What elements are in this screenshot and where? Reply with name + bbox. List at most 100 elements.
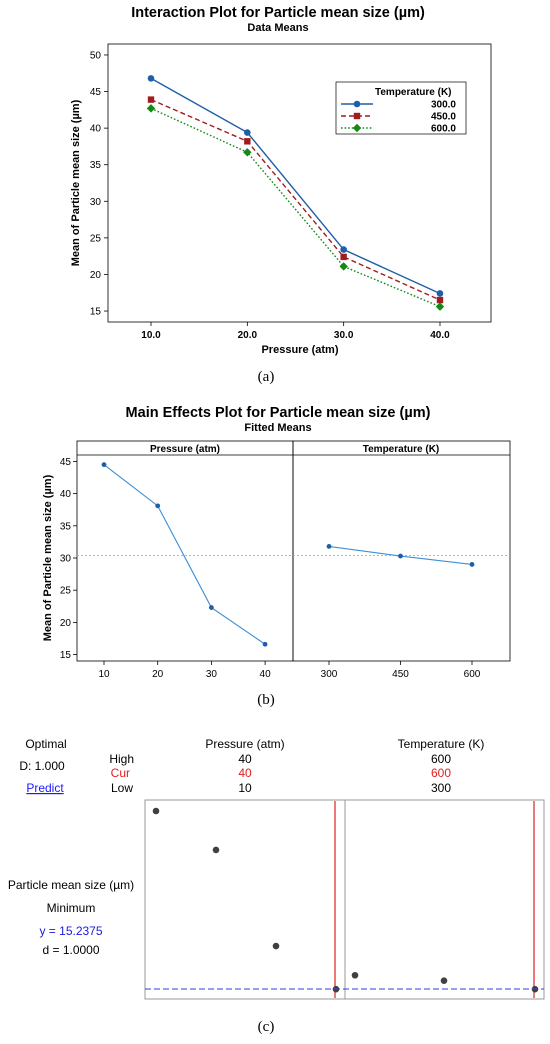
response-goal: Minimum <box>47 901 96 915</box>
main-effects-series: 10 20 30 40 300 450 600 <box>98 462 481 680</box>
trace-point <box>440 977 448 985</box>
x-tick-label: 450 <box>392 669 409 680</box>
data-point <box>147 75 155 82</box>
legend-label: 600.0 <box>431 124 456 135</box>
x-tick-label: 600 <box>464 669 481 680</box>
x-tick-label: 10 <box>98 669 110 680</box>
factor-temperature-low: 300 <box>431 781 451 795</box>
trace-point <box>212 846 220 854</box>
data-point <box>340 253 347 261</box>
x-tick-label: 300 <box>321 669 338 680</box>
factor-temperature-high: 600 <box>431 752 451 766</box>
y-tick-label: 15 <box>60 650 72 661</box>
optimization-plot: Optimal D: 1.000 Predict High Cur Low Pr… <box>8 737 545 1035</box>
y-tick-label: 35 <box>60 521 72 532</box>
interaction-plot-x-axis: 10.0 20.0 30.0 40.0 <box>141 322 450 341</box>
predict-link[interactable]: Predict <box>26 781 64 795</box>
factor-name-pressure: Pressure (atm) <box>205 737 284 751</box>
factor-pressure-high: 40 <box>238 752 252 766</box>
row-label-low: Low <box>111 781 133 795</box>
series-450.0 <box>147 96 444 304</box>
y-tick-label: 35 <box>90 160 102 171</box>
data-point <box>435 302 445 311</box>
y-tick-label: 30 <box>90 197 102 208</box>
series-300.0 <box>147 75 444 297</box>
factor-name-temperature: Temperature (K) <box>398 737 485 751</box>
interaction-plot: Interaction Plot for Particle mean size … <box>70 5 492 385</box>
trace-point <box>152 807 160 815</box>
caption-c: (c) <box>258 1019 275 1035</box>
interaction-plot-subtitle: Data Means <box>247 22 308 34</box>
data-point <box>436 296 444 304</box>
composite-desirability: D: 1.000 <box>19 759 65 773</box>
trace-point <box>272 942 280 950</box>
data-point <box>243 148 252 157</box>
main-effects-y-label: Mean of Particle mean size (µm) <box>42 474 54 641</box>
data-point <box>339 262 348 271</box>
x-tick-label: 40.0 <box>430 330 450 341</box>
y-tick-label: 20 <box>60 618 72 629</box>
factor-pressure-cur: 40 <box>238 766 252 780</box>
y-tick-label: 20 <box>90 270 102 281</box>
legend-title: Temperature (K) <box>375 87 452 98</box>
effect-point <box>326 544 332 549</box>
data-point <box>244 129 251 136</box>
data-point <box>436 290 444 297</box>
interaction-plot-y-axis: 15 20 25 30 35 40 45 50 <box>90 50 108 318</box>
x-tick-label: 30.0 <box>334 330 354 341</box>
y-tick-label: 40 <box>60 489 72 500</box>
response-predicted-y: y = 15.2375 <box>39 924 102 938</box>
trace-point <box>351 971 359 979</box>
series-line <box>150 77 441 295</box>
y-tick-label: 25 <box>60 586 72 597</box>
interaction-plot-title: Interaction Plot for Particle mean size … <box>131 5 425 21</box>
factor-temperature-cur: 600 <box>431 766 451 780</box>
optimization-pressure-frame <box>144 799 346 1000</box>
series-line <box>150 107 441 308</box>
effect-point <box>101 462 107 468</box>
optimization-temperature-frame <box>344 799 545 1000</box>
effect-point <box>209 605 214 610</box>
effect-line <box>103 464 266 645</box>
interaction-plot-x-label: Pressure (atm) <box>261 344 338 356</box>
y-tick-label: 40 <box>90 124 102 135</box>
data-point <box>146 104 156 113</box>
y-tick-label: 25 <box>90 233 102 244</box>
series-line <box>150 98 441 301</box>
response-name: Particle mean size (µm) <box>8 878 134 892</box>
main-effects-temperature-panel <box>292 440 511 662</box>
effect-point <box>398 553 403 559</box>
effect-point <box>469 562 475 567</box>
legend-label: 300.0 <box>431 100 456 111</box>
series-600.0 <box>146 104 445 311</box>
caption-a: (a) <box>258 369 275 385</box>
data-point <box>244 138 251 145</box>
main-effects-title: Main Effects Plot for Particle mean size… <box>126 405 431 421</box>
data-point <box>147 96 155 103</box>
y-tick-label: 50 <box>90 50 102 61</box>
legend-label: 450.0 <box>431 112 456 123</box>
legend-marker <box>353 112 361 120</box>
main-effects-pressure-panel <box>76 440 294 662</box>
y-tick-label: 15 <box>90 307 102 318</box>
strip-label-pressure: Pressure (atm) <box>150 444 220 455</box>
optimal-label: Optimal <box>25 737 66 751</box>
optimization-traces <box>145 801 544 998</box>
data-point <box>340 246 347 253</box>
panel-series-0: 10 20 30 40 <box>98 462 271 680</box>
y-tick-label: 45 <box>90 87 102 98</box>
main-effects-subtitle: Fitted Means <box>244 422 311 434</box>
strip-label-temperature: Temperature (K) <box>363 444 440 455</box>
legend-marker <box>352 123 362 133</box>
effect-point <box>155 503 161 509</box>
response-desirability: d = 1.0000 <box>42 943 99 957</box>
panel-series-1: 300 450 600 <box>321 544 481 680</box>
row-label-cur: Cur <box>111 766 130 780</box>
x-tick-label: 20 <box>152 669 164 680</box>
x-tick-label: 20.0 <box>238 330 258 341</box>
y-tick-label: 30 <box>60 554 72 565</box>
interaction-plot-y-label: Mean of Particle mean size (µm) <box>70 99 82 266</box>
interaction-plot-series <box>146 75 445 311</box>
